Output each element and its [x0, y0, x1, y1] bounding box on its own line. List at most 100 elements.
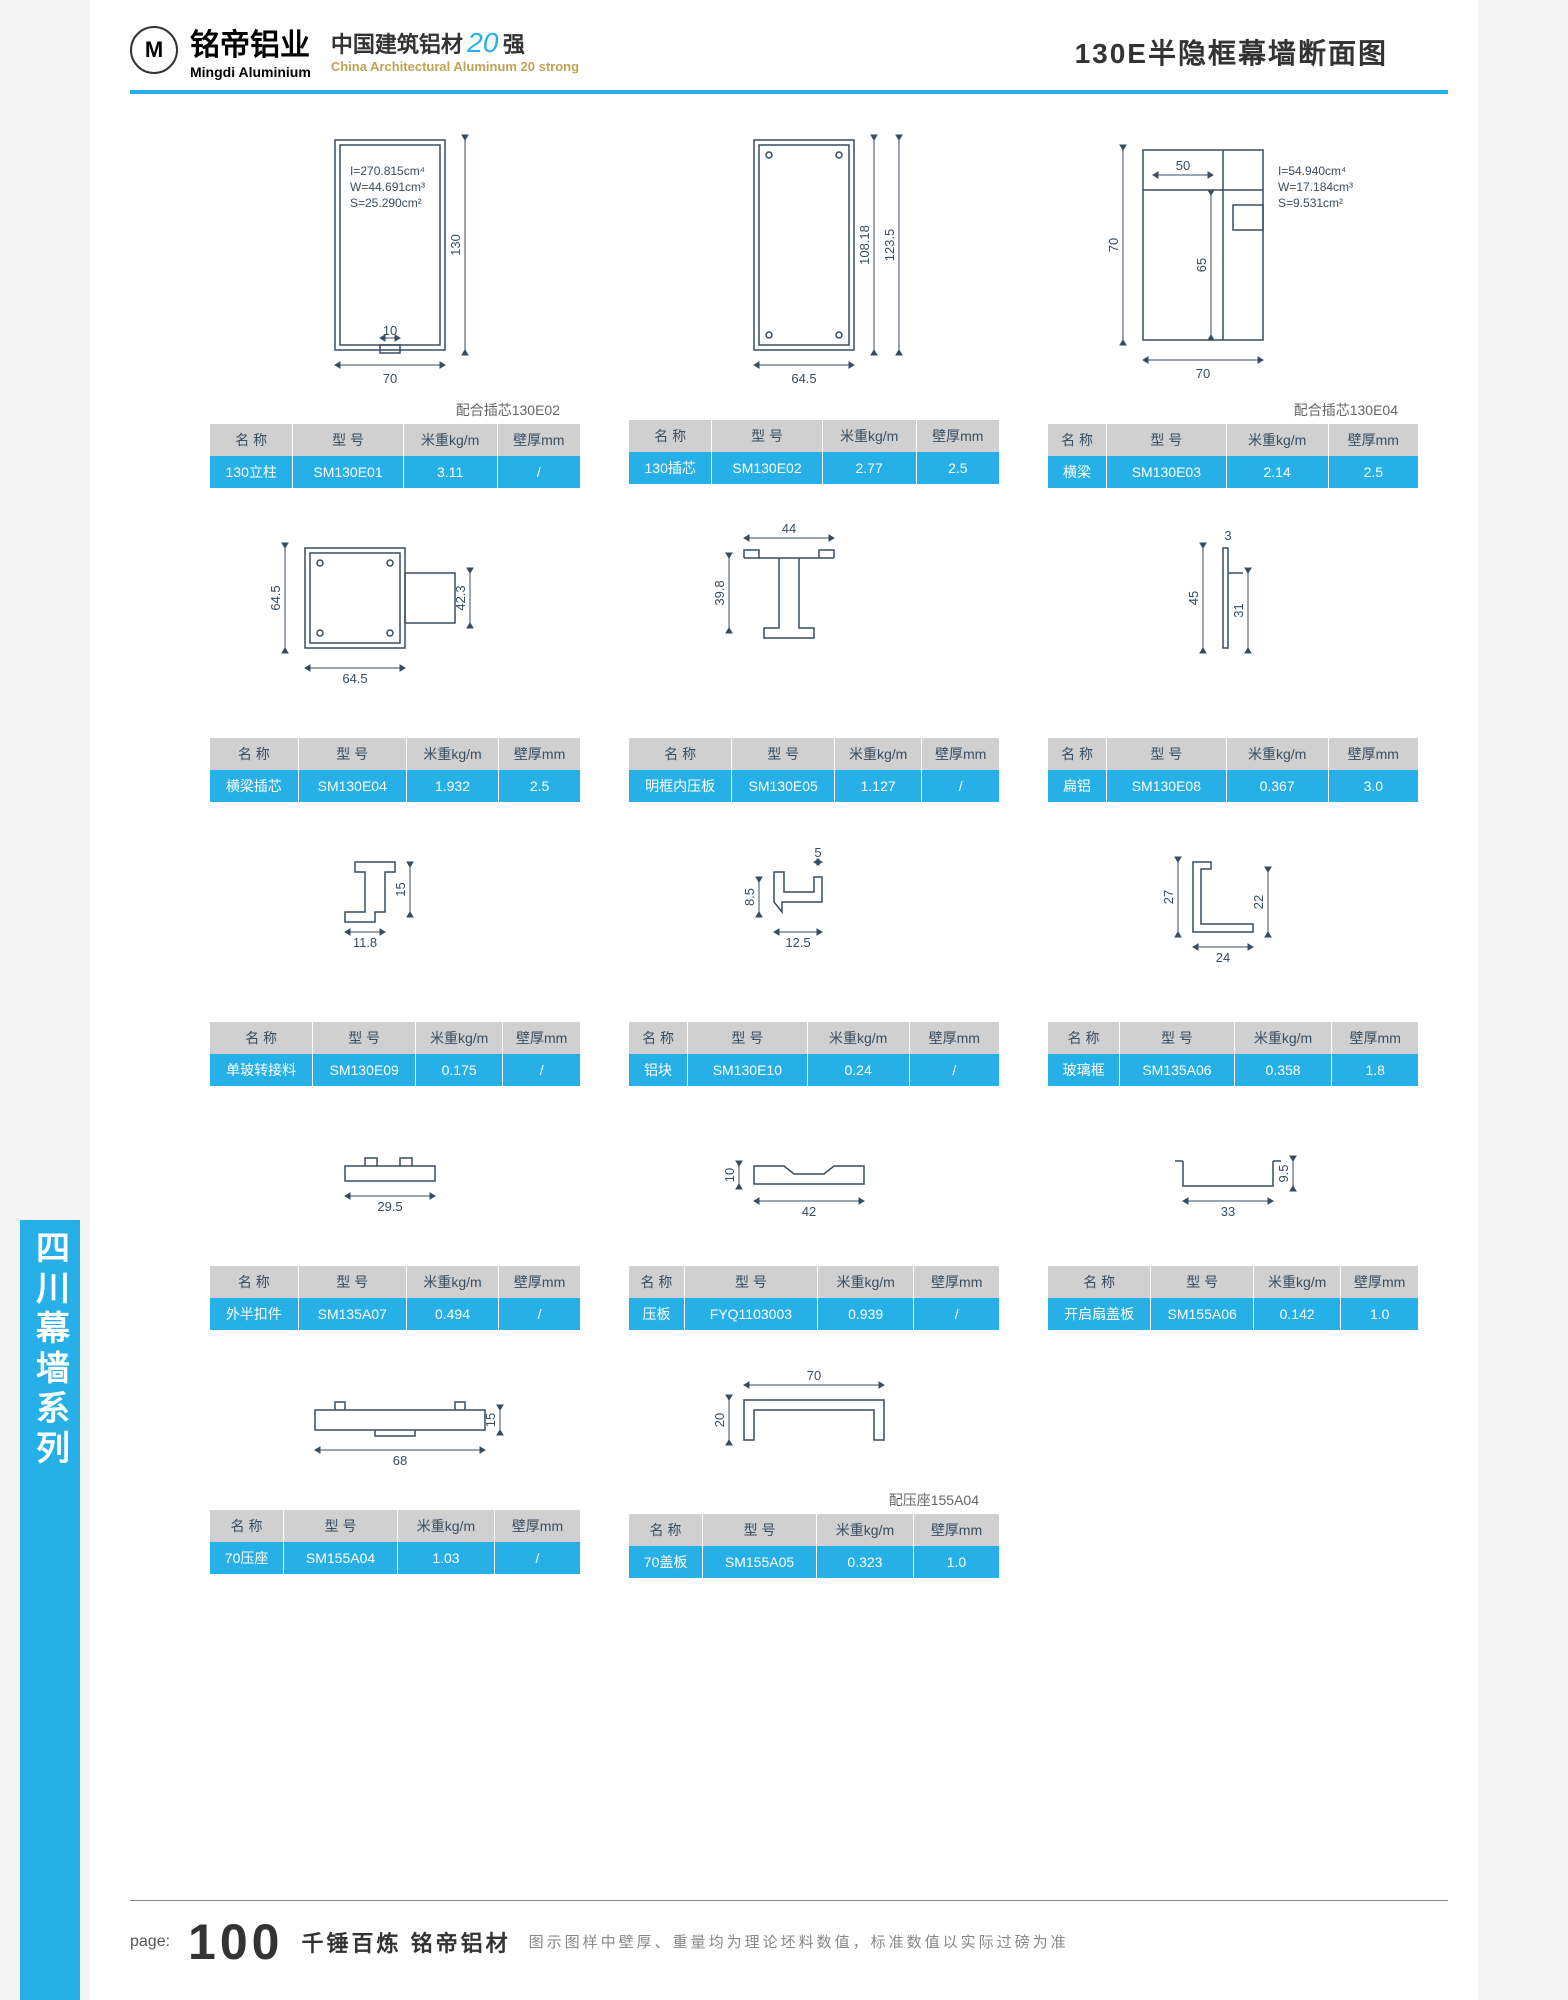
spec-header: 型 号	[298, 1266, 406, 1298]
svg-text:70: 70	[1196, 366, 1210, 381]
spec-value: 1.8	[1332, 1054, 1418, 1086]
spec-value: 单玻转接料	[210, 1054, 313, 1086]
svg-text:70: 70	[807, 1368, 821, 1383]
profile-note: 配压座155A04	[629, 1490, 999, 1510]
spec-value: 玻璃框	[1048, 1054, 1120, 1086]
spec-header: 名 称	[210, 1510, 284, 1542]
spec-header: 米重kg/m	[1226, 738, 1328, 770]
spec-header: 米重kg/m	[406, 1266, 498, 1298]
spec-header: 米重kg/m	[834, 738, 921, 770]
profile-diagram: 68 15	[210, 1360, 580, 1490]
spec-value: SM135A06	[1120, 1054, 1235, 1086]
spec-value: 2.5	[1328, 456, 1418, 488]
spec-header: 壁厚mm	[494, 1510, 580, 1542]
spec-header: 名 称	[1048, 738, 1107, 770]
svg-text:12.5: 12.5	[785, 935, 810, 950]
spec-value: /	[914, 1298, 999, 1330]
svg-text:29.5: 29.5	[377, 1199, 402, 1214]
spec-value: /	[503, 1054, 580, 1086]
profile-note	[210, 1490, 580, 1506]
profile-cell: 70 20 配压座155A04 名 称型 号米重kg/m壁厚mm 70盖板SM1…	[629, 1360, 999, 1578]
spec-table: 名 称型 号米重kg/m壁厚mm 横梁插芯SM130E041.9322.5	[210, 738, 580, 802]
sub-cn-post: 强	[503, 32, 525, 57]
spec-value: 70压座	[210, 1542, 284, 1574]
profile-cell: 42 10 名 称型 号米重kg/m壁厚mm 压板FYQ11030030.939…	[629, 1116, 999, 1330]
spec-value: SM130E08	[1107, 770, 1227, 802]
profile-note	[629, 400, 999, 416]
spec-value: SM130E02	[712, 452, 822, 484]
spec-value: 1.0	[1341, 1298, 1418, 1330]
profile-note	[1048, 1002, 1418, 1018]
spec-header: 型 号	[712, 420, 822, 452]
svg-text:64.5: 64.5	[342, 671, 367, 686]
spec-value: 1.03	[397, 1542, 494, 1574]
spec-value: 130插芯	[629, 452, 712, 484]
profile-cell: 70 130 10 I=270.815cm⁴W=44.691cm³S=25.29…	[210, 120, 580, 488]
spec-value: 1.932	[406, 770, 498, 802]
svg-text:68: 68	[393, 1453, 407, 1468]
spec-value: SM130E01	[293, 456, 403, 488]
spec-header: 名 称	[1048, 424, 1107, 456]
profile-diagram: 29.5	[210, 1116, 580, 1246]
spec-value: SM155A06	[1151, 1298, 1254, 1330]
spec-header: 名 称	[629, 1514, 703, 1546]
profile-cell: 44 39.8 名 称型 号米重kg/m壁厚mm 明框内压板SM130E051.…	[629, 518, 999, 802]
spec-header: 型 号	[732, 738, 835, 770]
profile-cell: 29.5 名 称型 号米重kg/m壁厚mm 外半扣件SM135A070.494/	[210, 1116, 580, 1330]
svg-text:123.5: 123.5	[882, 229, 897, 262]
spec-value: 0.323	[816, 1546, 913, 1578]
profile-diagram: 44 39.8	[629, 518, 999, 718]
spec-table: 名 称型 号米重kg/m壁厚mm 70压座SM155A041.03/	[210, 1510, 580, 1574]
svg-text:130: 130	[448, 234, 463, 256]
spec-table: 名 称型 号米重kg/m壁厚mm 压板FYQ11030030.939/	[629, 1266, 999, 1330]
profile-diagram: 24 27 22	[1048, 832, 1418, 1002]
profile-note: 配合插芯130E04	[1048, 400, 1418, 420]
spec-header: 名 称	[210, 1022, 313, 1054]
profile-cell: 64.5 108.18 123.5 名 称型 号米重kg/m壁厚mm 130插芯…	[629, 120, 999, 488]
spec-value: 2.5	[499, 770, 580, 802]
slogan: 千锤百炼 铭帝铝材	[301, 1926, 510, 1958]
svg-text:65: 65	[1194, 258, 1209, 272]
footer: page: 100 千锤百炼 铭帝铝材 图示图样中壁厚、重量均为理论坯料数值，标…	[130, 1900, 1448, 1970]
spec-value: SM130E10	[688, 1054, 808, 1086]
spec-value: 3.11	[403, 456, 497, 488]
spec-header: 名 称	[629, 1022, 688, 1054]
spec-header: 名 称	[629, 1266, 684, 1298]
spec-table: 名 称型 号米重kg/m壁厚mm 横梁SM130E032.142.5	[1048, 424, 1418, 488]
spec-value: /	[494, 1542, 580, 1574]
spec-header: 名 称	[1048, 1266, 1151, 1298]
spec-table: 名 称型 号米重kg/m壁厚mm 单玻转接料SM130E090.175/	[210, 1022, 580, 1086]
svg-text:5: 5	[814, 845, 821, 860]
svg-text:108.18: 108.18	[857, 225, 872, 265]
spec-header: 米重kg/m	[816, 1514, 913, 1546]
page-num: 100	[188, 1913, 283, 1971]
profile-cell: 68 15 名 称型 号米重kg/m壁厚mm 70压座SM155A041.03/	[210, 1360, 580, 1578]
svg-text:11.8: 11.8	[353, 935, 377, 950]
spec-value: 明框内压板	[629, 770, 732, 802]
svg-text:I=270.815cm⁴W=44.691cm³S=25.29: I=270.815cm⁴W=44.691cm³S=25.290cm²	[350, 164, 425, 210]
profile-note	[210, 1246, 580, 1262]
spec-value: 2.77	[822, 452, 916, 484]
profile-diagram: 12.5 8.5 5	[629, 832, 999, 1002]
brand-en: Mingdi Aluminium	[190, 64, 311, 80]
svg-text:15: 15	[393, 882, 408, 896]
spec-header: 壁厚mm	[499, 1266, 580, 1298]
foot-note: 图示图样中壁厚、重量均为理论坯料数值，标准数值以实际过磅为准	[529, 1931, 1069, 1952]
spec-header: 名 称	[210, 1266, 298, 1298]
spec-header: 米重kg/m	[403, 424, 497, 456]
spec-value: SM130E09	[313, 1054, 416, 1086]
profile-diagram: 64.5 64.5 42.3	[210, 518, 580, 718]
svg-text:10: 10	[383, 323, 397, 338]
svg-text:64.5: 64.5	[791, 371, 816, 386]
profile-note	[210, 718, 580, 734]
spec-header: 米重kg/m	[1226, 424, 1328, 456]
spec-value: 1.127	[834, 770, 921, 802]
profile-cell: 64.5 64.5 42.3 名 称型 号米重kg/m壁厚mm 横梁插芯SM13…	[210, 518, 580, 802]
spec-header: 壁厚mm	[1341, 1266, 1418, 1298]
spec-header: 米重kg/m	[406, 738, 498, 770]
spec-header: 名 称	[629, 420, 712, 452]
spec-value: SM130E05	[732, 770, 835, 802]
spec-value: 横梁	[1048, 456, 1107, 488]
spec-value: 0.175	[415, 1054, 502, 1086]
profile-grid: 70 130 10 I=270.815cm⁴W=44.691cm³S=25.29…	[210, 120, 1418, 1608]
